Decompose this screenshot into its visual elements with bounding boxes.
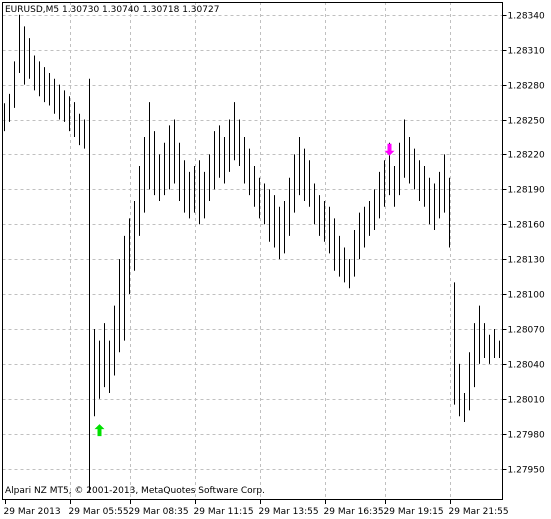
x-tick-label: 29 Mar 19:15 (384, 507, 444, 517)
x-tick-label: 29 Mar 2013 (4, 507, 61, 517)
x-tick-label: 29 Mar 08:35 (129, 507, 189, 517)
y-tick-label: 1.28280 (508, 82, 545, 92)
y-tick-label: 1.28220 (508, 151, 545, 161)
x-tick-label: 29 Mar 11:15 (194, 507, 254, 517)
x-tick-label: 29 Mar 21:55 (449, 507, 509, 517)
y-tick-label: 1.28190 (508, 186, 545, 196)
y-tick-label: 1.28010 (508, 396, 545, 406)
x-tick-label: 29 Mar 16:35 (324, 507, 384, 517)
y-tick-label: 1.27980 (508, 431, 545, 441)
y-tick-label: 1.28250 (508, 117, 545, 127)
y-tick-label: 1.28040 (508, 361, 545, 371)
y-tick-label: 1.27950 (508, 466, 545, 476)
y-tick-label: 1.28160 (508, 221, 545, 231)
y-tick-label: 1.28070 (508, 326, 545, 336)
plot-frame (2, 2, 503, 500)
y-tick-label: 1.28130 (508, 256, 545, 266)
y-tick-label: 1.28100 (508, 291, 545, 301)
x-tick-label: 29 Mar 05:55 (69, 507, 129, 517)
chart-title: EURUSD,M5 1.30730 1.30740 1.30718 1.3072… (5, 5, 219, 15)
signal-arrow (94, 424, 105, 437)
y-tick-label: 1.28310 (508, 47, 545, 57)
y-tick-label: 1.28340 (508, 12, 545, 22)
signal-arrow (384, 143, 395, 156)
x-tick-label: 29 Mar 13:55 (259, 507, 319, 517)
footer: Alpari NZ MT5, © 2001-2013, MetaQuotes S… (5, 486, 265, 496)
